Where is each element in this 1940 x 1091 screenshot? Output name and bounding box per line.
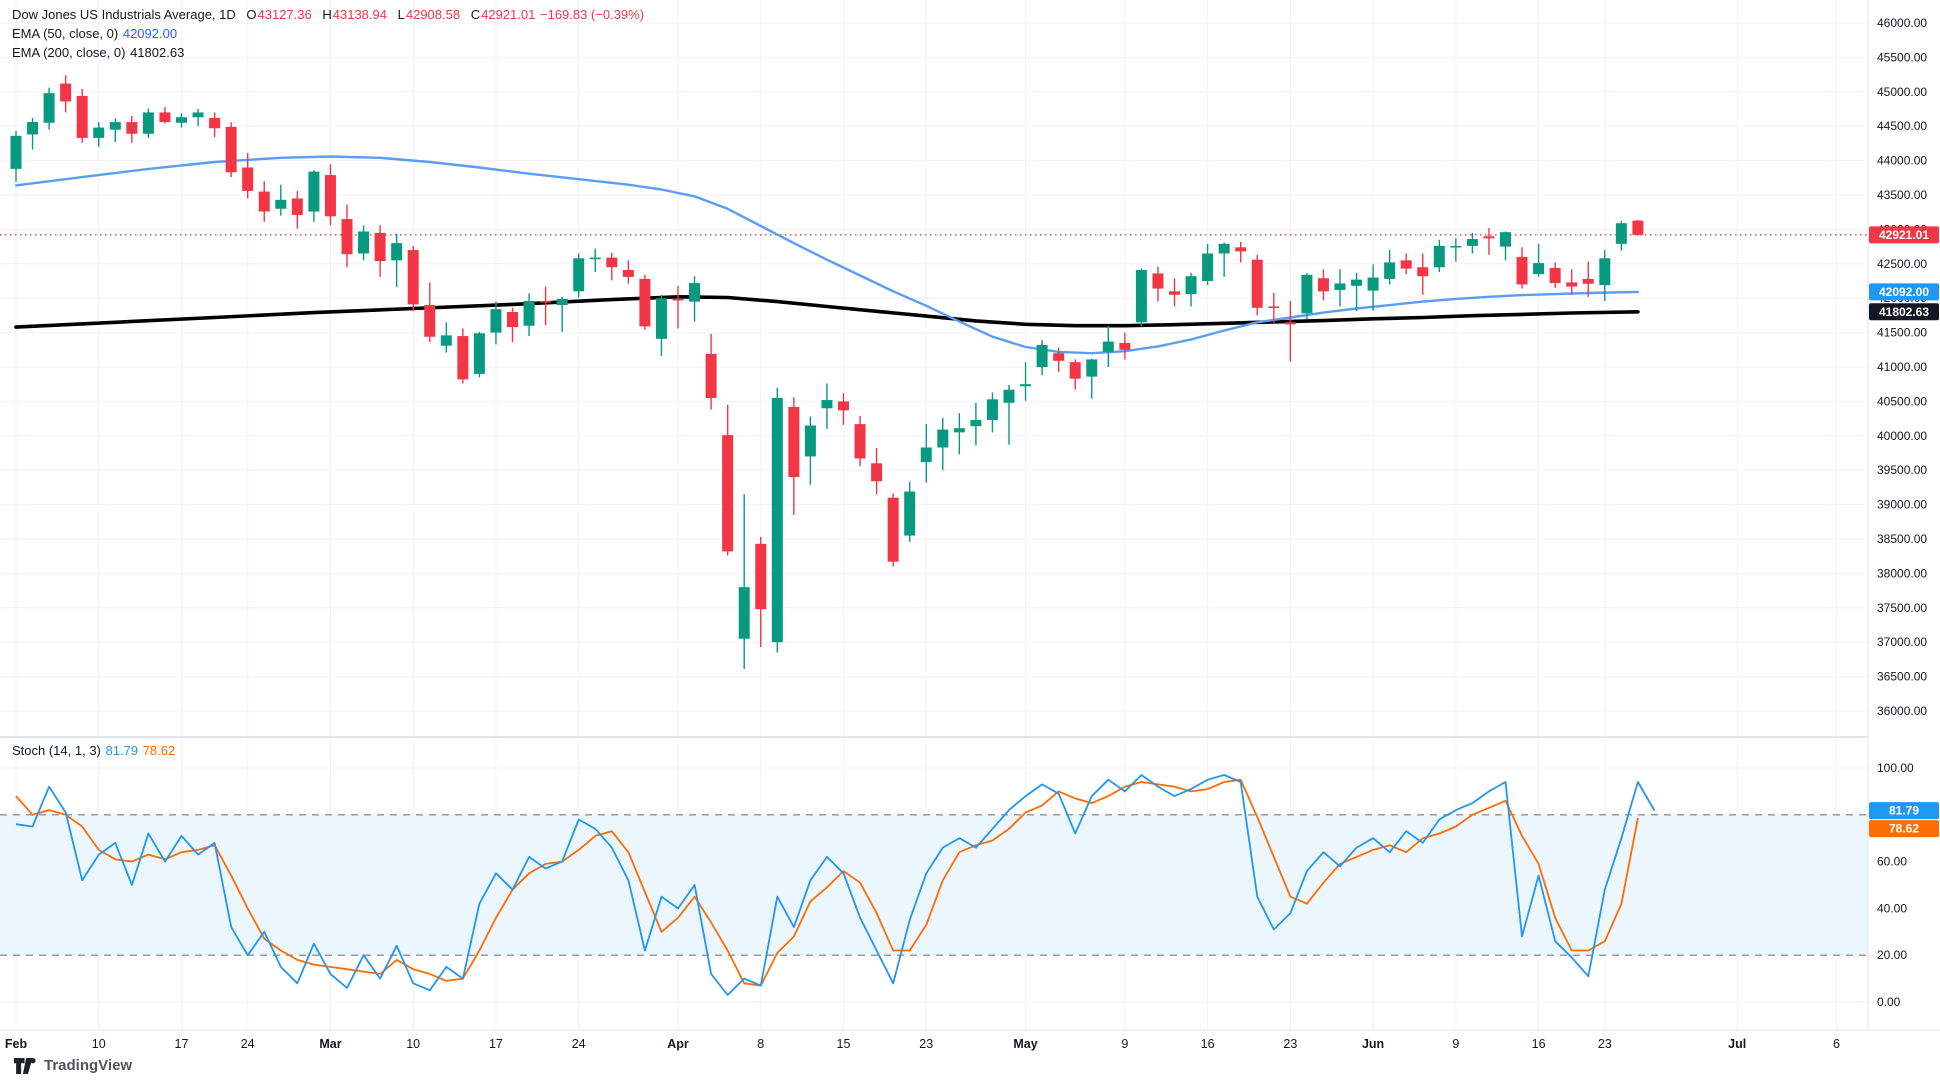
svg-text:46000.00: 46000.00: [1877, 16, 1927, 30]
svg-text:36500.00: 36500.00: [1877, 670, 1927, 684]
svg-text:6: 6: [1833, 1037, 1840, 1051]
stoch-d-value: 78.62: [142, 743, 176, 758]
svg-text:44000.00: 44000.00: [1877, 154, 1927, 168]
ema50-legend-row[interactable]: EMA (50, close, 0) 42092.00: [12, 24, 644, 43]
high-label: H: [322, 7, 332, 22]
candles-layer: [10, 75, 1644, 670]
close-value: 42921.01: [481, 7, 536, 22]
svg-text:44500.00: 44500.00: [1877, 119, 1927, 133]
ema200-label: EMA (200, close, 0): [12, 45, 126, 60]
chart-legend: Dow Jones US Industrials Average, 1D O43…: [12, 5, 644, 62]
svg-text:37000.00: 37000.00: [1877, 635, 1927, 649]
svg-text:23: 23: [1598, 1037, 1612, 1051]
svg-text:17: 17: [489, 1037, 503, 1051]
svg-text:45000.00: 45000.00: [1877, 85, 1927, 99]
svg-text:23: 23: [1283, 1037, 1297, 1051]
low-value: 42908.58: [405, 7, 461, 22]
svg-text:24: 24: [241, 1037, 255, 1051]
change-value: −169.83 (−0.39%): [539, 7, 645, 22]
high-value: 43138.94: [332, 7, 387, 22]
stoch-k-value: 81.79: [105, 743, 139, 758]
svg-text:81.79: 81.79: [1889, 804, 1919, 818]
symbol-legend-row[interactable]: Dow Jones US Industrials Average, 1D O43…: [12, 5, 644, 24]
svg-text:Mar: Mar: [319, 1037, 341, 1051]
price-badges: 42921.01 42092.00 41802.63 81.79 78.62: [1869, 226, 1939, 838]
svg-text:9: 9: [1121, 1037, 1128, 1051]
svg-text:60.00: 60.00: [1877, 855, 1907, 869]
svg-text:43500.00: 43500.00: [1877, 188, 1927, 202]
stoch-label: Stoch (14, 1, 3): [12, 743, 101, 758]
svg-text:36000.00: 36000.00: [1877, 704, 1927, 718]
ema50-label: EMA (50, close, 0): [12, 26, 119, 41]
ema50-value: 42092.00: [122, 26, 178, 41]
grid-lines: [0, 0, 1868, 1030]
svg-text:10: 10: [92, 1037, 106, 1051]
stoch-lines: [15, 774, 1656, 996]
svg-text:10: 10: [406, 1037, 420, 1051]
svg-text:20.00: 20.00: [1877, 948, 1907, 962]
ema200-value: 41802.63: [130, 45, 185, 60]
stoch-legend-row[interactable]: Stoch (14, 1, 3) 81.79 78.62: [12, 741, 175, 760]
tradingview-logo[interactable]: TradingView: [14, 1057, 132, 1074]
close-label: C: [470, 7, 481, 22]
svg-text:Jul: Jul: [1728, 1037, 1746, 1051]
svg-text:41500.00: 41500.00: [1877, 326, 1927, 340]
svg-text:78.62: 78.62: [1889, 822, 1919, 836]
axes-layer[interactable]: 46000.00 45500.00 45000.00 44500.00 44000.00…: [0, 0, 1940, 1051]
svg-text:24: 24: [572, 1037, 586, 1051]
svg-text:37500.00: 37500.00: [1877, 601, 1927, 615]
svg-text:15: 15: [837, 1037, 851, 1051]
svg-text:39500.00: 39500.00: [1877, 463, 1927, 477]
ema200-legend-row[interactable]: EMA (200, close, 0) 41802.63: [12, 43, 644, 62]
svg-text:9: 9: [1452, 1037, 1459, 1051]
svg-text:Jun: Jun: [1362, 1037, 1384, 1051]
svg-text:42500.00: 42500.00: [1877, 257, 1927, 271]
svg-text:16: 16: [1201, 1037, 1215, 1051]
svg-text:40000.00: 40000.00: [1877, 429, 1927, 443]
open-label: O: [246, 7, 257, 22]
svg-text:45500.00: 45500.00: [1877, 50, 1927, 64]
svg-text:23: 23: [919, 1037, 933, 1051]
svg-text:38000.00: 38000.00: [1877, 566, 1927, 580]
ema50-line: [14, 155, 1640, 355]
low-label: L: [397, 7, 405, 22]
svg-text:42092.00: 42092.00: [1879, 285, 1929, 299]
ema200-line: [14, 295, 1640, 329]
stoch-band: [0, 814, 1868, 956]
svg-text:42921.01: 42921.01: [1879, 228, 1929, 242]
symbol-title: Dow Jones US Industrials Average, 1D: [12, 7, 236, 22]
svg-text:41000.00: 41000.00: [1877, 360, 1927, 374]
svg-text:0.00: 0.00: [1877, 995, 1901, 1009]
svg-text:100.00: 100.00: [1877, 761, 1914, 775]
svg-text:39000.00: 39000.00: [1877, 498, 1927, 512]
svg-text:17: 17: [175, 1037, 189, 1051]
svg-text:Apr: Apr: [667, 1037, 689, 1051]
svg-text:8: 8: [757, 1037, 764, 1051]
tradingview-logo-text: TradingView: [44, 1057, 133, 1074]
svg-text:Feb: Feb: [5, 1037, 28, 1051]
svg-text:40500.00: 40500.00: [1877, 394, 1927, 408]
svg-text:16: 16: [1532, 1037, 1546, 1051]
open-value: 43127.36: [257, 7, 312, 22]
svg-text:38500.00: 38500.00: [1877, 532, 1927, 546]
tradingview-logo-icon: [14, 1057, 36, 1074]
svg-text:May: May: [1013, 1037, 1037, 1051]
svg-text:41802.63: 41802.63: [1879, 305, 1929, 319]
svg-text:40.00: 40.00: [1877, 901, 1907, 915]
